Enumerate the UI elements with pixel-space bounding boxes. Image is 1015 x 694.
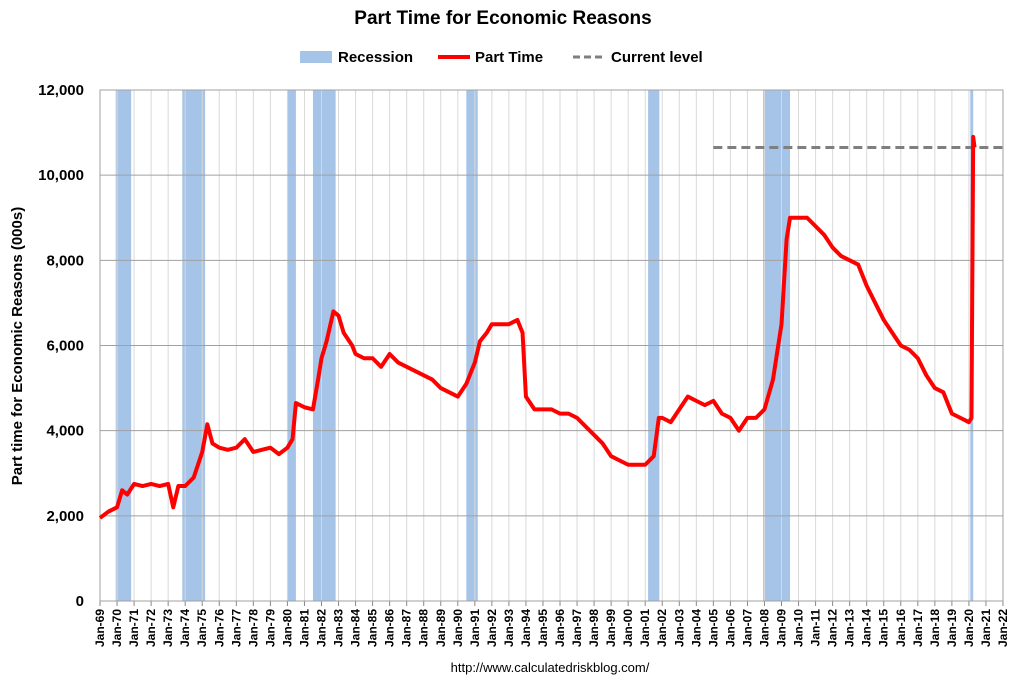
x-tick-label: Jan-96 <box>553 609 567 647</box>
x-tick-label: Jan-06 <box>723 609 737 647</box>
y-tick-label: 8,000 <box>46 252 84 269</box>
y-tick-label: 6,000 <box>46 338 84 355</box>
x-tick-label: Jan-00 <box>621 609 635 647</box>
source: http://www.calculatedriskblog.com/ <box>451 660 650 675</box>
series-line <box>98 134 977 520</box>
plot-border <box>99 89 1004 602</box>
x-tick-label: Jan-19 <box>945 609 959 647</box>
x-tick-label: Jan-73 <box>161 609 175 647</box>
y-tick-label: 12,000 <box>38 82 84 99</box>
x-tick-label: Jan-07 <box>740 609 754 647</box>
x-tick-label: Jan-17 <box>911 609 925 647</box>
x-tick-label: Jan-04 <box>689 609 703 647</box>
x-tick-label: Jan-82 <box>314 609 328 647</box>
x-tick-label: Jan-89 <box>434 609 448 647</box>
x-tick-label: Jan-20 <box>962 609 976 647</box>
x-tick-label: Jan-10 <box>792 609 806 647</box>
x-tick-label: Jan-12 <box>826 609 840 647</box>
x-tick-label: Jan-88 <box>417 609 431 647</box>
x-tick-label: Jan-69 <box>93 609 107 647</box>
x-tick-label: Jan-87 <box>400 609 414 647</box>
x-tick-label: Jan-77 <box>229 609 243 647</box>
legend-label: Part Time <box>475 49 543 66</box>
x-tick-label: Jan-03 <box>672 609 686 647</box>
x-tick-label: Jan-80 <box>280 609 294 647</box>
y-tick-label: 2,000 <box>46 508 84 525</box>
y-tick-label: 0 <box>76 593 84 610</box>
x-tick-label: Jan-18 <box>928 609 942 647</box>
y-axis-label: Part time for Economic Reasons (000s) <box>9 207 26 485</box>
x-tick-label: Jan-05 <box>706 609 720 647</box>
x-tick-label: Jan-99 <box>604 609 618 647</box>
x-tick-label: Jan-75 <box>195 609 209 647</box>
x-tick-label: Jan-86 <box>383 609 397 647</box>
x-tick-label: Jan-22 <box>996 609 1010 647</box>
x-tick-label: Jan-08 <box>757 609 771 647</box>
x-tick-label: Jan-13 <box>843 609 857 647</box>
x-tick-label: Jan-76 <box>212 609 226 647</box>
x-tick-label: Jan-02 <box>655 609 669 647</box>
x-tick-label: Jan-16 <box>894 609 908 647</box>
x-tick-label: Jan-74 <box>178 609 192 647</box>
legend-label: Current level <box>611 49 703 66</box>
x-tick-label: Jan-90 <box>451 609 465 647</box>
x-tick-label: Jan-11 <box>809 609 823 647</box>
x-tick-label: Jan-83 <box>332 609 346 647</box>
x-tick-label: Jan-21 <box>979 609 993 647</box>
x-tick-label: Jan-84 <box>349 609 363 647</box>
x-tick-label: Jan-79 <box>263 609 277 647</box>
x-tick-label: Jan-78 <box>246 609 260 647</box>
x-tick-label: Jan-71 <box>127 609 141 647</box>
x-tick-label: Jan-70 <box>110 609 124 647</box>
x-tick-label: Jan-95 <box>536 609 550 647</box>
x-tick-label: Jan-92 <box>485 609 499 647</box>
x-tick-label: Jan-81 <box>297 609 311 647</box>
chart-title: Part Time for Economic Reasons <box>354 8 651 29</box>
x-tick-label: Jan-01 <box>638 609 652 647</box>
x-tick-label: Jan-14 <box>860 609 874 647</box>
x-tick-label: Jan-91 <box>468 609 482 647</box>
x-tick-label: Jan-09 <box>775 609 789 647</box>
legend-swatch-recession <box>300 51 332 63</box>
x-tick-label: Jan-93 <box>502 609 516 647</box>
y-tick-label: 10,000 <box>38 167 84 184</box>
y-tick-label: 4,000 <box>46 423 84 440</box>
x-tick-label: Jan-97 <box>570 609 584 647</box>
x-tick-label: Jan-72 <box>144 609 158 647</box>
x-tick-label: Jan-85 <box>366 609 380 647</box>
x-tick-label: Jan-98 <box>587 609 601 647</box>
x-tick-label: Jan-15 <box>877 609 891 647</box>
legend-label: Recession <box>338 49 413 66</box>
x-tick-label: Jan-94 <box>519 609 533 647</box>
